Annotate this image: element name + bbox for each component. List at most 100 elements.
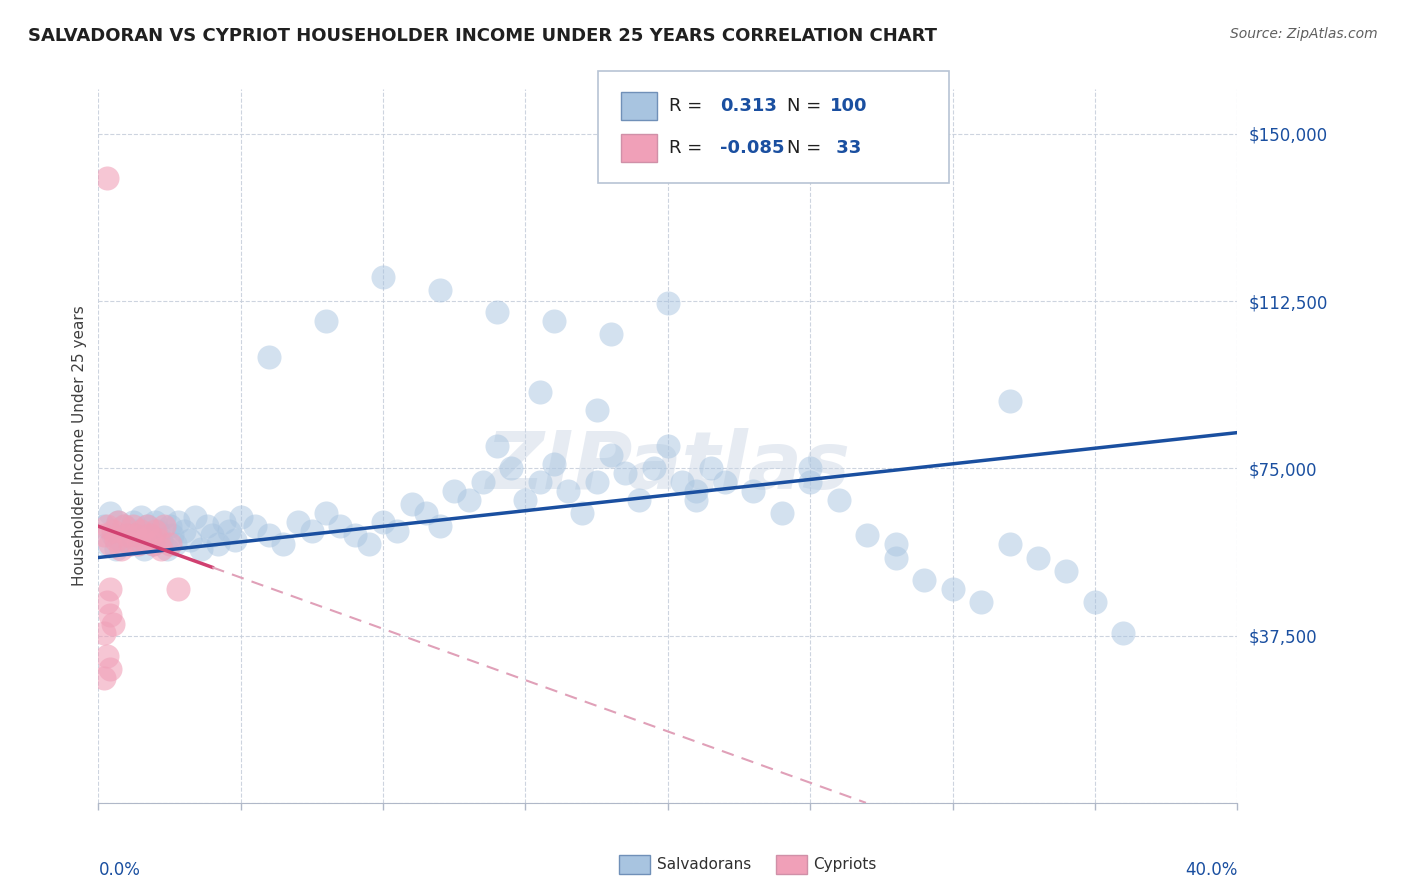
Point — [207, 537, 229, 551]
Point — [195, 519, 218, 533]
Point — [121, 519, 143, 533]
Point — [101, 528, 124, 542]
Text: R =: R = — [669, 97, 709, 115]
Point — [856, 528, 879, 542]
Point — [135, 519, 157, 533]
Point — [415, 506, 437, 520]
Point — [329, 519, 352, 533]
Point — [98, 662, 121, 676]
Point — [150, 533, 173, 547]
Point — [315, 314, 337, 328]
Point — [148, 524, 170, 538]
Point — [657, 439, 679, 453]
Point — [212, 515, 235, 529]
Point — [457, 492, 479, 507]
Point — [1084, 595, 1107, 609]
Point — [742, 483, 765, 498]
Point — [799, 475, 821, 489]
Point — [150, 541, 173, 556]
Point — [529, 475, 551, 489]
Point — [121, 515, 143, 529]
Point — [301, 524, 323, 538]
Point — [107, 515, 129, 529]
Point — [96, 519, 118, 533]
Point — [167, 582, 190, 596]
Point — [96, 648, 118, 663]
Point — [148, 533, 170, 547]
Point — [884, 537, 907, 551]
Point — [643, 461, 665, 475]
Point — [118, 537, 141, 551]
Point — [942, 582, 965, 596]
Point — [429, 283, 451, 297]
Point — [118, 537, 141, 551]
Point — [115, 528, 138, 542]
Point — [614, 466, 637, 480]
Point — [486, 305, 509, 319]
Text: Cypriots: Cypriots — [813, 857, 876, 871]
Point — [93, 528, 115, 542]
Point — [1112, 626, 1135, 640]
Point — [129, 524, 152, 538]
Point — [159, 519, 181, 533]
Point — [135, 519, 157, 533]
Point — [167, 515, 190, 529]
Point — [218, 524, 240, 538]
Point — [104, 541, 127, 556]
Point — [970, 595, 993, 609]
Text: N =: N = — [787, 97, 821, 115]
Point — [224, 533, 246, 547]
Point — [110, 533, 132, 547]
Point — [998, 537, 1021, 551]
Point — [585, 403, 607, 417]
Point — [98, 582, 121, 596]
Point — [165, 537, 187, 551]
Text: 100: 100 — [830, 97, 868, 115]
Point — [96, 171, 118, 186]
Point — [501, 461, 523, 475]
Point — [387, 524, 409, 538]
Point — [138, 528, 160, 542]
Point — [429, 519, 451, 533]
Y-axis label: Householder Income Under 25 years: Householder Income Under 25 years — [72, 306, 87, 586]
Point — [628, 492, 651, 507]
Point — [714, 475, 737, 489]
Point — [543, 314, 565, 328]
Point — [107, 515, 129, 529]
Point — [190, 541, 212, 556]
Point — [799, 461, 821, 475]
Point — [315, 506, 337, 520]
Point — [657, 296, 679, 310]
Point — [96, 537, 118, 551]
Text: 40.0%: 40.0% — [1185, 861, 1237, 879]
Point — [124, 528, 146, 542]
Text: R =: R = — [669, 139, 709, 157]
Point — [998, 394, 1021, 409]
Text: 0.313: 0.313 — [720, 97, 776, 115]
Point — [93, 626, 115, 640]
Text: 0.0%: 0.0% — [98, 861, 141, 879]
Point — [471, 475, 494, 489]
Point — [243, 519, 266, 533]
Point — [259, 350, 281, 364]
Point — [373, 269, 395, 284]
Point — [112, 519, 135, 533]
Point — [127, 533, 149, 547]
Point — [101, 524, 124, 538]
Point — [557, 483, 579, 498]
Text: N =: N = — [787, 139, 821, 157]
Point — [529, 385, 551, 400]
Point — [685, 492, 707, 507]
Point — [112, 519, 135, 533]
Point — [828, 492, 851, 507]
Point — [104, 533, 127, 547]
Point — [98, 537, 121, 551]
Point — [401, 497, 423, 511]
Text: SALVADORAN VS CYPRIOT HOUSEHOLDER INCOME UNDER 25 YEARS CORRELATION CHART: SALVADORAN VS CYPRIOT HOUSEHOLDER INCOME… — [28, 27, 938, 45]
Point — [184, 510, 207, 524]
Point — [600, 327, 623, 342]
Point — [229, 510, 252, 524]
Point — [357, 537, 380, 551]
Point — [179, 533, 201, 547]
Text: 33: 33 — [830, 139, 860, 157]
